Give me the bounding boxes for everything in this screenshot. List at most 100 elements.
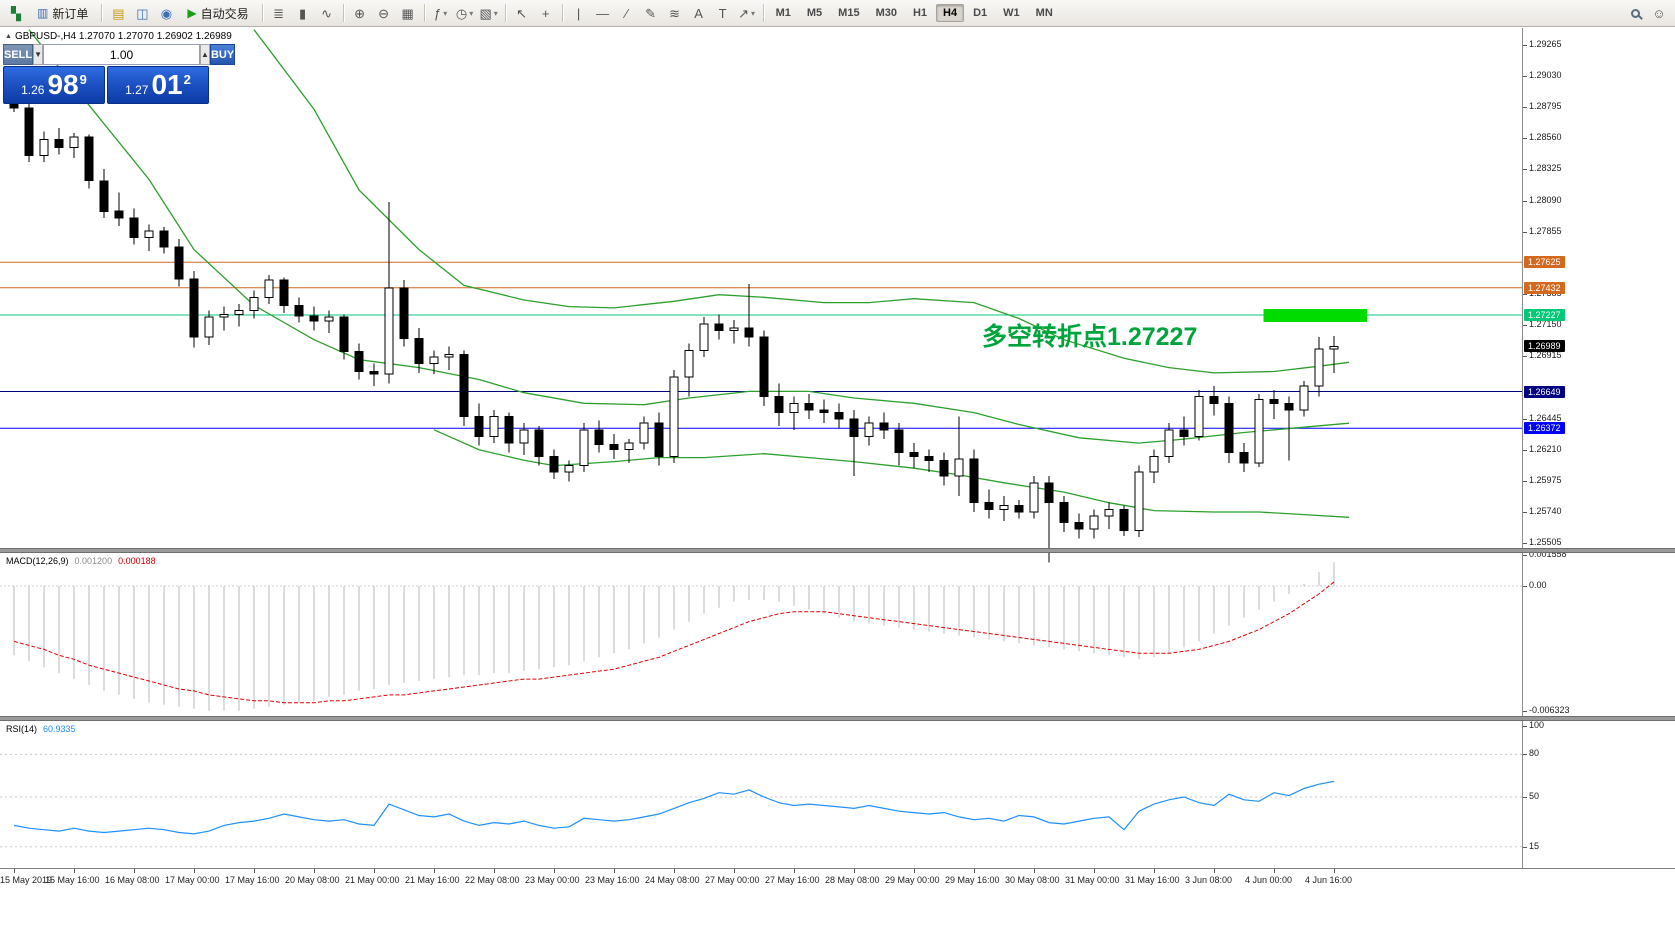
arrows-icon[interactable]: ↗ ▾: [736, 2, 758, 24]
indicators-icon[interactable]: ƒ ▾: [430, 2, 452, 24]
sell-price-button[interactable]: 1.26 98 9: [3, 66, 105, 104]
candle: [999, 504, 1009, 510]
lot-input[interactable]: [43, 44, 201, 65]
periods-icon[interactable]: ◷ ▾: [454, 2, 476, 24]
candle: [1014, 504, 1024, 513]
scale-tick-label: 1.26210: [1529, 443, 1562, 454]
candle: [309, 315, 319, 322]
toolbar-left-group: ▚ ▥ 新订单 ▤ ◫ ◉ ▶ 自动交易 ≣ ▮ ∿ ⊕ ⊖ ▦ ƒ ▾ ◷ ▾ ▧ ▾ ↖ + | — ∕ ✎ ≋ A T ↗ ▾: [4, 2, 768, 24]
auto-trading-button[interactable]: ▶ 自动交易: [179, 2, 256, 24]
scale-tick: [1523, 76, 1527, 78]
time-label: 21 May 00:00: [345, 875, 400, 885]
time-label: 15 May 16:00: [45, 875, 100, 885]
zoom-out-icon[interactable]: ⊖: [373, 2, 395, 24]
chart-canvas[interactable]: [0, 28, 1522, 868]
candle: [294, 304, 304, 317]
scale-tick: [1523, 356, 1527, 358]
time-tick: [674, 869, 675, 873]
timeframe-m5-button[interactable]: M5: [806, 7, 823, 19]
data-window-icon[interactable]: ◉: [155, 2, 177, 24]
community-button[interactable]: ☺: [1648, 2, 1670, 24]
time-label: 23 May 00:00: [525, 875, 580, 885]
rsi-name: RSI(14): [6, 724, 38, 734]
search-button[interactable]: [1624, 2, 1646, 24]
timeframe-h4-button[interactable]: H4: [936, 4, 965, 22]
scale-tick: [1523, 555, 1527, 557]
terminal-icon[interactable]: ▚: [5, 2, 27, 24]
lot-increase-button[interactable]: ▲: [200, 44, 210, 65]
candle: [234, 310, 244, 316]
candle: [954, 458, 964, 477]
grid-icon: ▦: [401, 5, 414, 21]
toolbar: ▚ ▥ 新订单 ▤ ◫ ◉ ▶ 自动交易 ≣ ▮ ∿ ⊕ ⊖ ▦ ƒ ▾ ◷ ▾ ▧ ▾ ↖ + | — ∕ ✎ ≋ A T ↗ ▾ M1 M…: [0, 0, 1675, 27]
line-chart-icon[interactable]: ∿: [316, 2, 338, 24]
timeframe-m15-button[interactable]: M15: [838, 7, 860, 19]
toolbar-separator: [762, 4, 764, 22]
candle: [939, 459, 949, 477]
timeframe-h1-button[interactable]: H1: [912, 7, 928, 19]
candle: [909, 451, 919, 457]
time-label: 4 Jun 16:00: [1305, 875, 1353, 885]
candle: [444, 353, 454, 358]
panel-divider[interactable]: [0, 716, 1675, 721]
timeframe-w1-button[interactable]: W1: [1003, 7, 1020, 19]
vertical-line-icon: |: [576, 5, 581, 21]
rsi-value: 60.9335: [43, 724, 76, 734]
candle: [744, 327, 754, 338]
fibonacci-icon[interactable]: ≋: [664, 2, 686, 24]
zoom-out-icon: ⊖: [378, 5, 390, 21]
scale-tick: [1523, 797, 1527, 798]
scale-tick-label: 1.28795: [1529, 101, 1562, 112]
time-axis[interactable]: 15 May 2019 15 May 16:00 16 May 08:00 17 Ma…: [0, 868, 1675, 890]
buy-price-button[interactable]: 1.27 01 2: [107, 66, 209, 104]
profiles-icon[interactable]: ▤: [107, 2, 129, 24]
timeframe-m30-button[interactable]: M30: [875, 7, 897, 19]
candle: [159, 230, 169, 248]
templates-icon[interactable]: ▧ ▾: [478, 2, 500, 24]
horizontal-line-icon[interactable]: —: [592, 2, 614, 24]
time-label: 30 May 08:00: [1005, 875, 1060, 885]
horizontal-line-icon: —: [596, 5, 610, 21]
lot-decrease-button[interactable]: ▼: [33, 44, 44, 65]
candle: [39, 139, 49, 157]
one-click-toggle-icon[interactable]: ▲: [5, 33, 12, 40]
candle: [864, 422, 874, 437]
bar-chart-icon[interactable]: ≣: [268, 2, 290, 24]
scale-tick-label: 80: [1529, 748, 1540, 759]
panel-divider[interactable]: [0, 548, 1675, 553]
candle: [144, 230, 154, 239]
crosshair-icon[interactable]: +: [535, 2, 557, 24]
channel-icon[interactable]: ✎: [640, 2, 662, 24]
timeframe-mn-button[interactable]: MN: [1035, 7, 1053, 19]
candle: [24, 107, 34, 157]
time-tick: [494, 869, 495, 873]
candle: [684, 349, 694, 378]
label-icon[interactable]: T: [712, 2, 734, 24]
candle: [504, 416, 514, 444]
market-watch-icon[interactable]: ◫: [131, 2, 153, 24]
timeframe-d1-button[interactable]: D1: [973, 7, 988, 19]
text-icon[interactable]: A: [688, 2, 710, 24]
time-tick: [314, 869, 315, 873]
candle: [54, 139, 64, 149]
trendline-icon[interactable]: ∕: [616, 2, 638, 24]
candles-layer: [9, 89, 1339, 563]
scale-tick: [1523, 418, 1527, 420]
buy-price-prefix: 1.27: [125, 83, 149, 97]
zoom-in-icon[interactable]: ⊕: [349, 2, 371, 24]
price-scale[interactable]: 1.29265 1.29030 1.28795 1.28560 1.28325 1.280…: [1522, 28, 1675, 868]
sell-tab[interactable]: SELL: [3, 44, 34, 65]
scale-tick-label: 100: [1529, 720, 1545, 730]
band-lower: [433, 429, 1350, 518]
candlestick-chart-icon[interactable]: ▮: [292, 2, 314, 24]
templates-icon: ▧: [479, 5, 492, 21]
auto-trading-icon: ▶: [187, 6, 197, 20]
new-order-button[interactable]: ▥ 新订单: [29, 2, 96, 24]
time-label: 15 May 2019: [0, 875, 53, 885]
timeframe-m1-button[interactable]: M1: [775, 7, 791, 19]
grid-icon[interactable]: ▦: [397, 2, 419, 24]
buy-tab[interactable]: BUY: [209, 44, 236, 65]
cursor-icon[interactable]: ↖: [511, 2, 533, 24]
vertical-line-icon[interactable]: |: [568, 2, 590, 24]
